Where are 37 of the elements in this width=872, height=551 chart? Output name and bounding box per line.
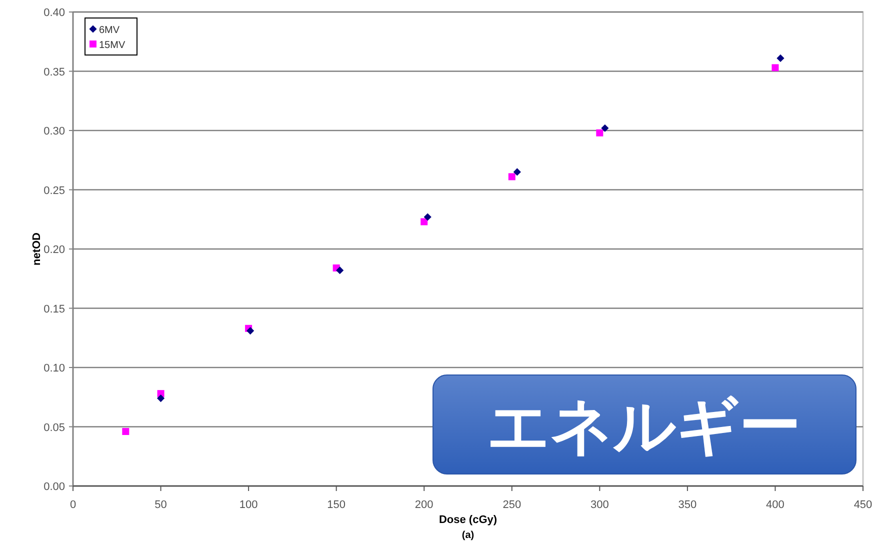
point — [601, 124, 609, 132]
y-tick-label: 0.15 — [44, 303, 65, 316]
point — [156, 394, 165, 402]
x-tick-label: 100 — [239, 499, 258, 511]
y-tick-label: 0.35 — [44, 66, 65, 78]
point — [246, 326, 254, 335]
point — [508, 173, 516, 180]
point — [336, 266, 344, 274]
x-tick-label: 250 — [502, 499, 522, 511]
x-tick-label: 200 — [414, 499, 434, 511]
point — [776, 54, 784, 62]
y-tick-label: 0.10 — [44, 362, 65, 374]
y-tick-label: 0.40 — [44, 7, 65, 19]
y-axis-title: netOD — [31, 232, 43, 266]
x-tick-label: 300 — [590, 499, 609, 511]
x-tick-label: 150 — [327, 499, 346, 511]
point — [513, 168, 521, 176]
x-tick-label: 400 — [766, 499, 784, 511]
y-tick-label: 0.00 — [44, 481, 65, 493]
point — [420, 218, 428, 226]
y-tick-label: 0.25 — [44, 184, 65, 197]
x-tick-label: 350 — [678, 499, 697, 511]
text: (a) — [462, 530, 474, 541]
x-tick-label: 0 — [70, 499, 76, 511]
point — [122, 428, 130, 435]
x-tick-label: 450 — [854, 499, 872, 511]
y-tick-label: 0.05 — [44, 422, 65, 434]
y-tick-label: 0.30 — [44, 126, 65, 138]
point — [772, 64, 779, 72]
y-tick-label: 0.20 — [44, 244, 65, 256]
point — [424, 213, 432, 221]
annotation: エネルギー — [487, 392, 801, 461]
x-axis-title: Dose (cGy) — [438, 514, 498, 526]
legend-label: 6MV — [99, 25, 120, 36]
legend-label: 15MV — [99, 40, 126, 51]
x-tick-label: 50 — [154, 499, 167, 511]
point — [596, 129, 604, 136]
